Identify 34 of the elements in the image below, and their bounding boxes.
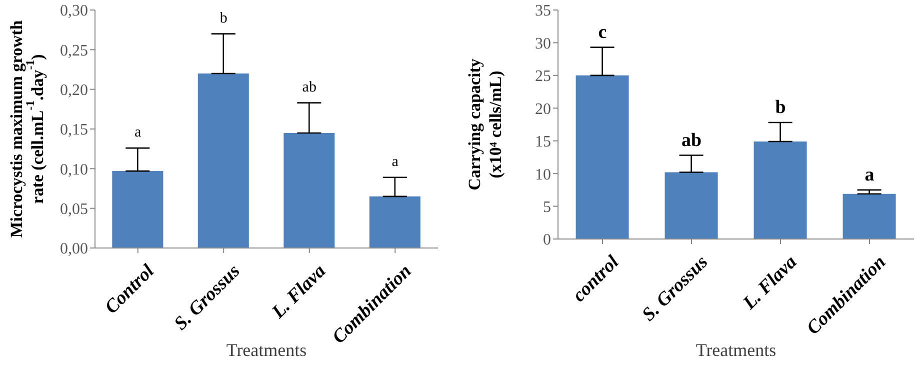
bar bbox=[664, 172, 718, 239]
y-tick-label: 30 bbox=[535, 35, 551, 52]
bar bbox=[842, 194, 896, 239]
y-tick-label: 25 bbox=[535, 68, 551, 86]
y-tick-label: 10 bbox=[535, 166, 551, 184]
annotation: a bbox=[134, 124, 142, 141]
y-axis-title: Carrying capacity (x10⁴ cells/mL) bbox=[464, 58, 504, 190]
x-axis-title: Treatments bbox=[696, 340, 776, 360]
y-tick-label: 0,25 bbox=[60, 42, 88, 60]
bar bbox=[754, 142, 807, 239]
annotation: c bbox=[598, 22, 607, 43]
y-tick-label: 15 bbox=[535, 134, 551, 151]
y-tick-label: 35 bbox=[535, 2, 551, 20]
bar bbox=[112, 171, 164, 248]
y-tick-label: 0,20 bbox=[60, 82, 88, 100]
annotation: b bbox=[775, 97, 786, 118]
y-tick-label: 0,05 bbox=[60, 201, 88, 218]
bar bbox=[369, 196, 420, 248]
y-tick-label: 0,30 bbox=[60, 2, 88, 20]
annotation: a bbox=[392, 154, 399, 170]
y-tick-label: 5 bbox=[543, 198, 551, 216]
x-axis-title: Treatments bbox=[226, 340, 307, 360]
annotation: ab bbox=[681, 130, 702, 151]
y-tick-label: 0,00 bbox=[60, 240, 88, 258]
y-tick-label: 0,10 bbox=[60, 161, 88, 178]
bar bbox=[284, 132, 335, 248]
bar bbox=[198, 73, 249, 248]
bar bbox=[576, 75, 629, 239]
annotation: a bbox=[864, 164, 875, 186]
annotation: ab bbox=[302, 79, 316, 96]
y-tick-label: 20 bbox=[535, 100, 551, 118]
y-tick-label: 0 bbox=[543, 232, 551, 249]
y-tick-label: 0,15 bbox=[60, 122, 88, 139]
annotation: b bbox=[220, 10, 228, 26]
